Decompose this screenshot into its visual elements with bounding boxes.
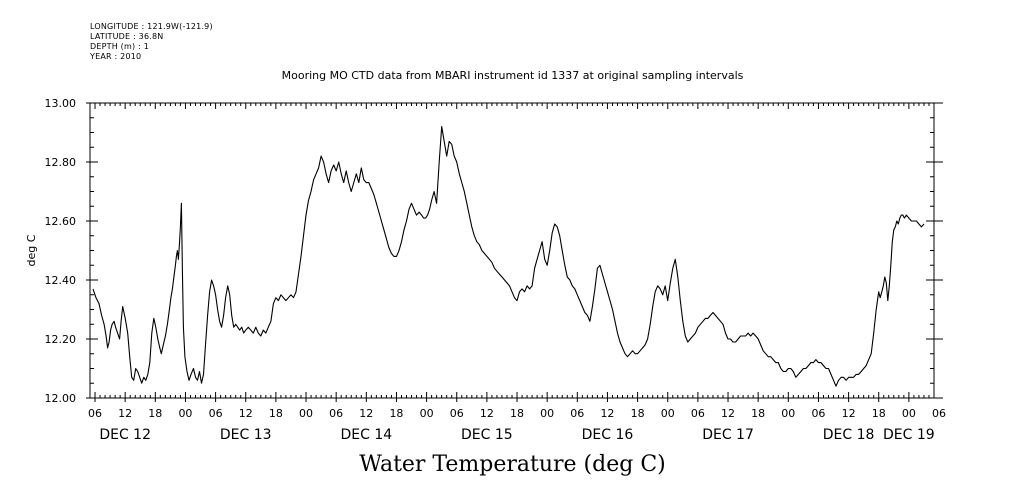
metadata-block: LONGITUDE : 121.9W(-121.9) LATITUDE : 36… bbox=[90, 22, 213, 62]
x-hour-tick-label: 00 bbox=[781, 407, 795, 420]
x-hour-tick-label: 06 bbox=[570, 407, 584, 420]
y-tick-label: 12.80 bbox=[45, 156, 77, 169]
x-hour-tick-label: 00 bbox=[540, 407, 554, 420]
x-day-label: DEC 16 bbox=[582, 427, 634, 443]
x-day-label: DEC 19 bbox=[883, 427, 935, 443]
meta-depth: DEPTH (m) : 1 bbox=[90, 42, 149, 51]
x-hour-tick-label: 12 bbox=[239, 407, 253, 420]
x-hour-tick-label: 18 bbox=[631, 407, 645, 420]
x-hour-tick-label: 18 bbox=[872, 407, 886, 420]
x-day-label: DEC 13 bbox=[220, 427, 272, 443]
x-hour-tick-label: 06 bbox=[932, 407, 946, 420]
x-hour-tick-label: 06 bbox=[329, 407, 343, 420]
x-day-label: DEC 15 bbox=[461, 427, 513, 443]
x-hour-tick-label: 12 bbox=[721, 407, 735, 420]
x-hour-tick-label: 12 bbox=[118, 407, 132, 420]
x-hour-tick-label: 18 bbox=[389, 407, 403, 420]
x-hour-tick-label: 00 bbox=[420, 407, 434, 420]
x-hour-tick-label: 18 bbox=[269, 407, 283, 420]
x-day-label: DEC 17 bbox=[702, 427, 754, 443]
x-hour-tick-label: 06 bbox=[811, 407, 825, 420]
x-day-label: DEC 14 bbox=[340, 427, 392, 443]
x-day-label: DEC 12 bbox=[99, 427, 151, 443]
plot-frame bbox=[89, 102, 935, 399]
x-axis-title: Water Temperature (deg C) bbox=[0, 452, 1009, 477]
y-axis-label: deg C bbox=[25, 234, 38, 266]
x-hour-tick-label: 06 bbox=[209, 407, 223, 420]
x-hour-tick-label: 00 bbox=[902, 407, 916, 420]
x-hour-tick-label: 12 bbox=[359, 407, 373, 420]
meta-longitude: LONGITUDE : 121.9W(-121.9) bbox=[90, 22, 213, 31]
y-tick-label: 12.40 bbox=[45, 274, 77, 287]
x-hour-tick-label: 06 bbox=[691, 407, 705, 420]
meta-latitude: LATITUDE : 36.8N bbox=[90, 32, 164, 41]
x-hour-tick-label: 12 bbox=[842, 407, 856, 420]
x-day-label: DEC 18 bbox=[823, 427, 875, 443]
chart-title-text: Mooring MO CTD data from MBARI instrumen… bbox=[281, 69, 744, 82]
x-hour-tick-label: 18 bbox=[751, 407, 765, 420]
x-hour-tick-label: 12 bbox=[600, 407, 614, 420]
x-hour-tick-label: 00 bbox=[299, 407, 313, 420]
x-hour-tick-label: 00 bbox=[178, 407, 192, 420]
x-hour-tick-label: 06 bbox=[450, 407, 464, 420]
x-axis-title-text: Water Temperature (deg C) bbox=[359, 452, 666, 477]
y-tick-label: 12.60 bbox=[45, 215, 77, 228]
x-hour-tick-label: 18 bbox=[148, 407, 162, 420]
temperature-series-line bbox=[92, 126, 925, 387]
x-hour-tick-label: 12 bbox=[480, 407, 494, 420]
x-hour-tick-label: 00 bbox=[661, 407, 675, 420]
x-hour-tick-label: 06 bbox=[88, 407, 102, 420]
x-hour-tick-label: 18 bbox=[510, 407, 524, 420]
y-tick-label: 12.00 bbox=[45, 392, 77, 405]
meta-year: YEAR : 2010 bbox=[90, 52, 142, 61]
y-tick-label: 12.20 bbox=[45, 333, 77, 346]
chart-title: Mooring MO CTD data from MBARI instrumen… bbox=[0, 69, 1009, 82]
y-tick-label: 13.00 bbox=[45, 97, 77, 110]
